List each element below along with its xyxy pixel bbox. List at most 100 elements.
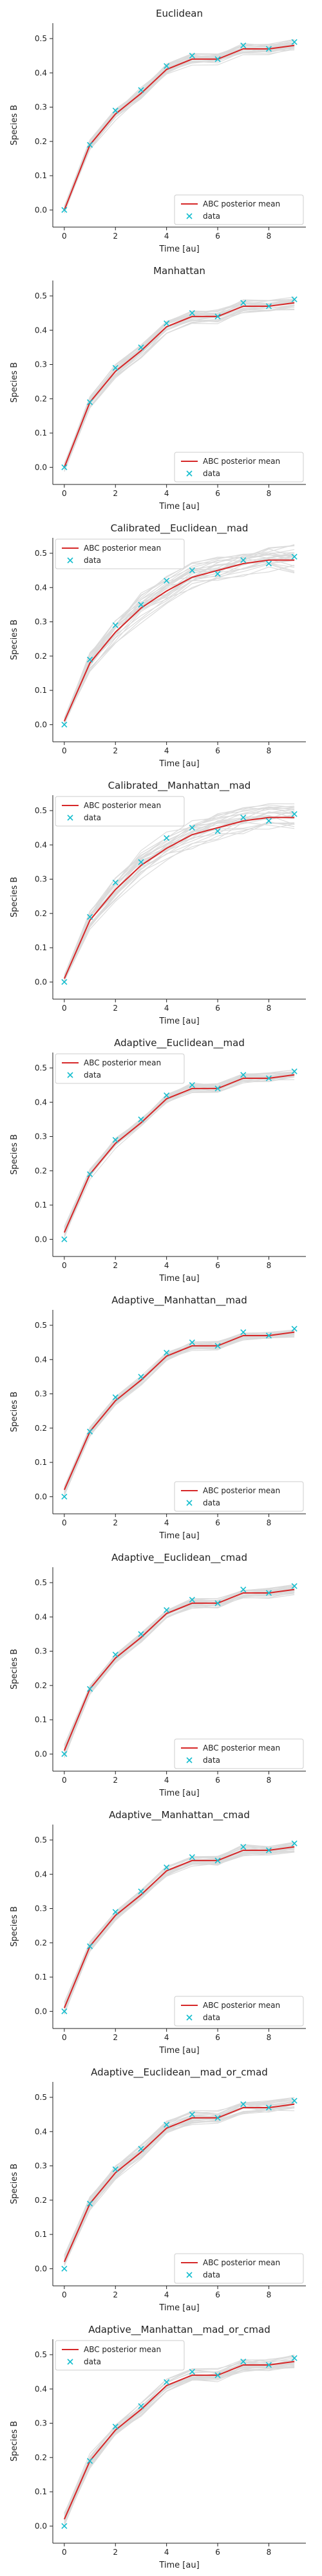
sample-trajectory xyxy=(64,1843,295,2004)
sample-trajectory xyxy=(64,45,295,210)
legend-label: ABC posterior mean xyxy=(203,199,280,208)
y-tick-label: 0.4 xyxy=(35,2127,47,2136)
sample-trajectory xyxy=(64,1845,295,2007)
sample-trajectory xyxy=(64,2102,295,2260)
data-points xyxy=(61,2097,298,2272)
sample-trajectory xyxy=(64,42,295,210)
y-tick-label: 0.1 xyxy=(35,943,47,952)
sample-trajectory xyxy=(64,1072,295,1228)
sample-trajectory xyxy=(64,2366,295,2523)
subplot-title: Euclidean xyxy=(156,8,203,19)
data-point xyxy=(86,2458,93,2464)
data-point xyxy=(291,2355,298,2361)
data-point xyxy=(86,1943,93,1949)
sample-trajectory xyxy=(64,44,295,209)
data-point xyxy=(291,553,298,560)
y-axis-label: Species B xyxy=(10,1392,19,1432)
posterior-mean-line xyxy=(63,1588,295,1751)
y-tick-label: 0.2 xyxy=(35,909,47,918)
sample-trajectory xyxy=(64,42,295,208)
data-point xyxy=(86,142,93,148)
y-tick-label: 0.0 xyxy=(35,2264,47,2273)
sample-trajectory xyxy=(64,552,295,721)
data-point xyxy=(291,39,298,45)
legend-label: data xyxy=(84,556,101,565)
sample-trajectory xyxy=(64,2354,295,2517)
data-point xyxy=(291,1068,298,1074)
legend-label: ABC posterior mean xyxy=(84,1058,161,1067)
posterior-samples xyxy=(64,544,295,725)
data-point xyxy=(214,2372,221,2378)
x-tick-label: 8 xyxy=(267,1776,272,1785)
sample-trajectory xyxy=(64,2366,295,2524)
sample-trajectory xyxy=(64,45,295,209)
sample-trajectory xyxy=(64,2366,295,2526)
subplot: Calibrated__Euclidean__mad 0 2 4 6 8 0.0 0.1 0.2… xyxy=(10,522,306,769)
sample-trajectory xyxy=(64,1590,295,1751)
y-tick-label: 0.0 xyxy=(35,463,47,472)
sample-trajectory xyxy=(64,48,295,212)
y-tick-label: 0.4 xyxy=(35,2384,47,2393)
data-point xyxy=(214,1857,221,1864)
legend-marker-swatch xyxy=(67,557,73,564)
sample-trajectory xyxy=(64,1587,295,1750)
x-tick-label: 8 xyxy=(267,2290,272,2299)
y-tick-label: 0.1 xyxy=(35,171,47,180)
legend: ABC posterior mean data xyxy=(55,538,185,569)
y-axis-label: Species B xyxy=(10,1134,19,1175)
posterior-samples xyxy=(64,1841,295,2015)
data-points xyxy=(61,1325,298,1500)
sample-trajectory xyxy=(64,2104,295,2265)
sample-trajectory xyxy=(64,2108,295,2266)
sample-trajectory xyxy=(64,1847,295,2013)
sample-trajectory xyxy=(64,1333,295,1496)
data-point xyxy=(138,2146,144,2152)
subplot-title: Adaptive__Euclidean__mad xyxy=(114,1037,245,1049)
sample-trajectory xyxy=(64,1590,295,1749)
x-tick-label: 2 xyxy=(113,746,118,755)
legend-marker-swatch xyxy=(67,814,73,821)
subplot-title: Calibrated__Euclidean__mad xyxy=(111,522,249,535)
sample-trajectory xyxy=(64,810,295,978)
posterior-samples xyxy=(64,2097,295,2266)
data-point xyxy=(164,2122,170,2128)
data-point xyxy=(189,53,195,59)
data-point xyxy=(86,1171,93,1177)
sample-trajectory xyxy=(64,1332,295,1493)
data-point xyxy=(138,1374,144,1380)
x-tick-label: 0 xyxy=(62,232,67,241)
subplot: Adaptive__Manhattan__mad_or_cmad 0 2 4 6 8 0.0… xyxy=(10,2324,306,2570)
posterior-mean-line xyxy=(63,2103,295,2263)
legend-label: ABC posterior mean xyxy=(203,1486,280,1495)
sample-trajectory xyxy=(64,299,295,465)
sample-trajectory xyxy=(64,300,295,465)
data-point xyxy=(214,1343,221,1349)
legend-box xyxy=(174,2253,304,2284)
sample-trajectory xyxy=(64,39,295,208)
subplot: Manhattan 0 2 4 6 8 0.0 0.1 0.2 0.3 0.4 0.5 Time [au… xyxy=(10,265,306,511)
sample-trajectory xyxy=(64,2110,295,2265)
x-axis-label: Time [au] xyxy=(158,2303,199,2313)
sample-trajectory xyxy=(64,1845,295,2007)
posterior-samples xyxy=(64,803,295,982)
data-points xyxy=(61,1583,298,1757)
legend-label: ABC posterior mean xyxy=(84,544,161,553)
data-points xyxy=(61,1068,298,1242)
x-tick-label: 6 xyxy=(215,1004,220,1013)
data-point xyxy=(86,1686,93,1692)
sample-trajectory xyxy=(64,812,295,979)
y-tick-label: 0.3 xyxy=(35,618,47,627)
y-tick-label: 0.2 xyxy=(35,2453,47,2462)
x-tick-label: 4 xyxy=(164,2290,169,2299)
y-tick-label: 0.3 xyxy=(35,2419,47,2428)
data-point xyxy=(189,1082,195,1089)
sample-trajectory xyxy=(64,1334,295,1494)
sample-trajectory xyxy=(64,807,295,977)
data-point xyxy=(61,979,68,985)
data-point xyxy=(138,1631,144,1637)
x-axis-label: Time [au] xyxy=(158,759,199,769)
data-point xyxy=(112,622,118,629)
x-tick-label: 8 xyxy=(267,232,272,241)
posterior-samples xyxy=(64,1069,295,1238)
